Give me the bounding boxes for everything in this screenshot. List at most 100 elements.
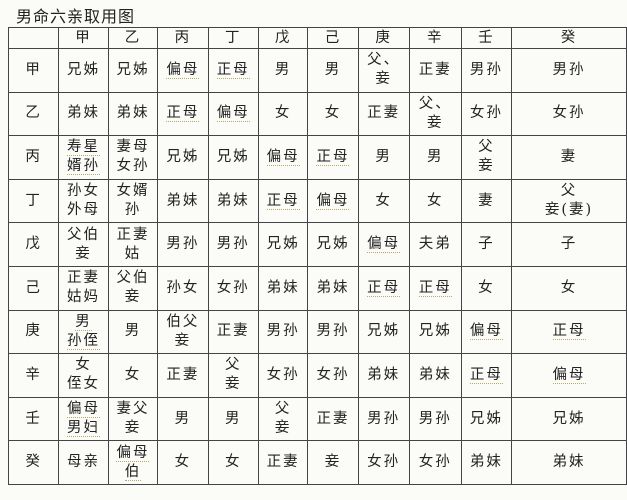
table-cell: 女孙	[307, 353, 359, 398]
cell-text: 兄姊	[166, 148, 200, 165]
table-cell: 男孙	[357, 396, 410, 442]
cell-text: 男孙	[216, 236, 250, 253]
row-header: 甲	[7, 48, 60, 93]
table-cell: 女	[157, 440, 209, 485]
table-cell: 男	[107, 309, 159, 355]
table-cell: 男孙	[207, 222, 259, 267]
cell-text: 偏母	[216, 105, 250, 123]
table-cell: 子	[511, 222, 627, 267]
row-header: 戊	[7, 222, 60, 267]
cell-text: 女	[426, 192, 444, 209]
cell-text: 女	[324, 105, 342, 122]
cell-text: 偏母	[266, 148, 300, 166]
table-cell: 妻父 妾	[107, 396, 159, 442]
cell-text: 男 孙侄	[67, 313, 101, 350]
cell-text: 正妻 姑妈	[67, 270, 101, 306]
table-cell: 父伯 妾	[58, 222, 109, 267]
table-cell: 女	[460, 265, 513, 311]
table-cell: 偏母	[511, 353, 627, 398]
cell-text: 兄姊	[266, 236, 300, 253]
cell-text: 正母	[418, 279, 452, 297]
table-cell: 偏母	[357, 222, 410, 267]
cell-text: 女	[174, 454, 192, 471]
column-header: 辛	[408, 27, 462, 49]
table-cell: 正妻	[357, 91, 410, 137]
cell-text: 弟妹	[469, 454, 503, 471]
cell-text: 偏母	[166, 61, 200, 79]
table-cell: 父 妾	[207, 353, 259, 398]
cell-text: 寿星 婿孙	[67, 139, 101, 176]
cell-text: 妾	[324, 454, 342, 471]
table-cell: 妻	[511, 135, 627, 180]
table-cell: 孙女 外母	[58, 178, 109, 224]
column-header: 甲	[58, 27, 109, 49]
row-header: 癸	[7, 440, 60, 485]
cell-text: 女孙	[418, 454, 452, 471]
cell-text: 父 妾	[224, 357, 242, 393]
table-cell: 男	[408, 135, 462, 180]
table-cell: 兄姊	[257, 222, 309, 267]
cell-text: 弟妹	[166, 192, 200, 209]
table-cell: 兄姊	[207, 135, 259, 180]
table-cell: 女孙	[357, 440, 410, 485]
table-cell: 伯父 妾	[157, 309, 209, 355]
table-cell: 正母	[408, 265, 462, 311]
column-header: 庚	[357, 27, 410, 49]
cell-text: 男孙	[552, 61, 586, 78]
cell-text: 女孙	[266, 366, 300, 383]
row-header: 丁	[7, 178, 60, 224]
table-cell: 正母	[307, 135, 359, 180]
cell-text: 女	[375, 192, 392, 209]
cell-text: 女	[478, 279, 495, 296]
table-row: 己正妻 姑妈 父伯 妾孙女 女孙 弟妹 弟妹 正母 正母女女	[7, 265, 627, 311]
cell-text: 偏母	[469, 323, 503, 341]
table-cell: 父 妾(妻)	[511, 178, 627, 224]
table-cell: 男孙	[157, 222, 209, 267]
cell-text: 偏母 伯	[116, 444, 150, 481]
table-cell: 男孙	[257, 309, 309, 355]
cell-text: 女 侄女	[67, 357, 101, 393]
table-row: 丙寿星 婿孙 妻母 女孙 兄姊 兄姊 偏母 正母男男父 妾妻	[7, 135, 627, 180]
column-header: 己	[307, 27, 359, 49]
table-cell: 弟妹	[357, 353, 410, 398]
cell-text: 弟妹	[367, 366, 401, 383]
column-header: 戊	[257, 27, 309, 49]
cell-text: 女	[560, 279, 578, 296]
cell-text: 偏母	[552, 366, 586, 384]
six-relatives-table: 甲乙丙丁戊己庚辛壬癸甲兄姊 兄姊 偏母 正母男男父、 妾正妻 男孙 男孙乙弟妹 弟妹 正母 偏母…	[7, 27, 627, 485]
column-header: 丙	[157, 27, 209, 49]
table-cell: 寿星 婿孙	[58, 135, 109, 180]
cell-text: 孙女	[166, 279, 200, 296]
row-header: 乙	[7, 91, 60, 137]
table-row: 癸母亲 偏母 伯女女正妻妾女孙 女孙 弟妹 弟妹	[7, 440, 627, 485]
cell-text: 正妻	[166, 366, 200, 383]
table-cell: 女	[511, 265, 627, 311]
cell-text: 女	[224, 454, 242, 471]
cell-text: 妻	[478, 192, 495, 209]
cell-text: 母亲	[67, 454, 101, 471]
cell-text: 正母	[216, 61, 250, 79]
table-cell: 父、 妾	[408, 91, 462, 137]
cell-text: 偏母 男妇	[67, 401, 101, 438]
row-header: 丙	[7, 135, 60, 180]
table-cell: 女 侄女	[58, 353, 109, 398]
cell-text: 兄姊	[67, 61, 101, 78]
table-row: 甲兄姊 兄姊 偏母 正母男男父、 妾正妻 男孙 男孙	[7, 48, 627, 93]
cell-text: 兄姊	[418, 323, 452, 340]
table-cell: 偏母	[257, 135, 309, 180]
cell-text: 伯父 妾	[166, 313, 200, 349]
table-cell: 母亲	[58, 440, 109, 485]
table-cell: 正妻	[307, 396, 359, 442]
cell-text: 弟妹	[552, 454, 586, 471]
cell-text: 妻父 妾	[116, 401, 150, 437]
cell-text: 正妻	[418, 61, 452, 78]
cell-text: 弟妹	[116, 105, 150, 122]
table-cell: 偏母	[460, 309, 513, 355]
cell-text: 男孙	[166, 236, 200, 253]
table-cell: 女孙	[207, 265, 259, 311]
table-cell: 兄姊	[107, 48, 159, 93]
cell-text: 弟妹	[316, 279, 350, 296]
table-cell: 男	[257, 48, 309, 93]
table-cell: 兄姊	[511, 396, 627, 442]
table-cell: 妾	[307, 440, 359, 485]
